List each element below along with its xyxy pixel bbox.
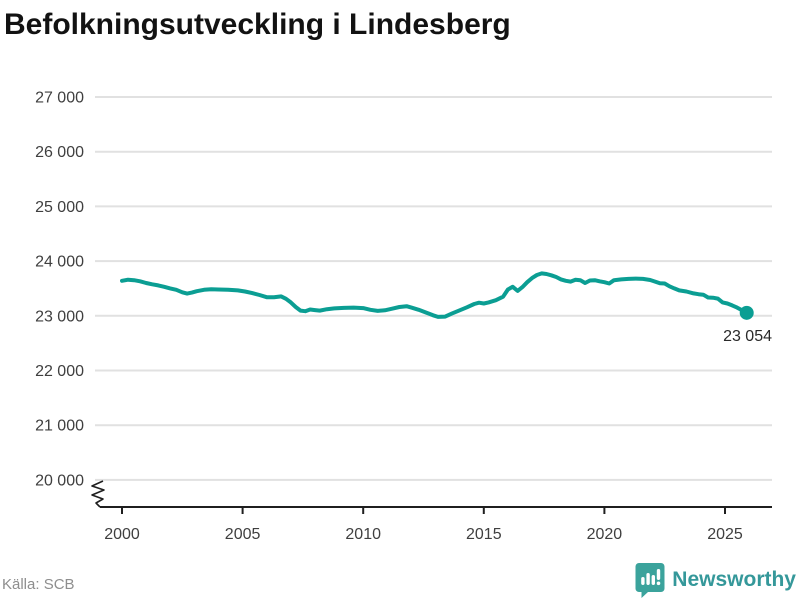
y-tick-label: 22 000 <box>35 363 84 380</box>
source-label: Källa: SCB <box>2 576 75 593</box>
y-tick-label: 20 000 <box>35 472 84 489</box>
page-title: Befolkningsutveckling i Lindesberg <box>4 8 511 41</box>
y-tick-label: 21 000 <box>35 418 84 435</box>
end-value-label: 23 054 <box>723 328 772 345</box>
x-tick-label: 2000 <box>104 526 140 543</box>
newsworthy-logo-icon <box>635 563 665 598</box>
bar-chart-glyph <box>641 569 661 586</box>
speech-bubble-shape <box>635 563 665 598</box>
end-point-dot <box>739 305 754 320</box>
y-tick-label: 26 000 <box>35 144 84 161</box>
y-tick-label: 27 000 <box>35 90 84 107</box>
y-tick-label: 23 000 <box>35 308 84 325</box>
x-tick-label: 2020 <box>587 526 623 543</box>
y-tick-label: 25 000 <box>35 199 84 216</box>
newsworthy-brand-link[interactable]: Newsworthy <box>635 562 796 598</box>
axis-break-icon <box>91 480 105 508</box>
x-tick-label: 2010 <box>345 526 381 543</box>
x-tick-label: 2025 <box>707 526 743 543</box>
newsworthy-brand-label: Newsworthy <box>672 568 796 591</box>
population-line <box>120 271 749 319</box>
y-tick-label: 24 000 <box>35 254 84 271</box>
x-tick-label: 2005 <box>225 526 261 543</box>
x-tick-label: 2015 <box>466 526 502 543</box>
